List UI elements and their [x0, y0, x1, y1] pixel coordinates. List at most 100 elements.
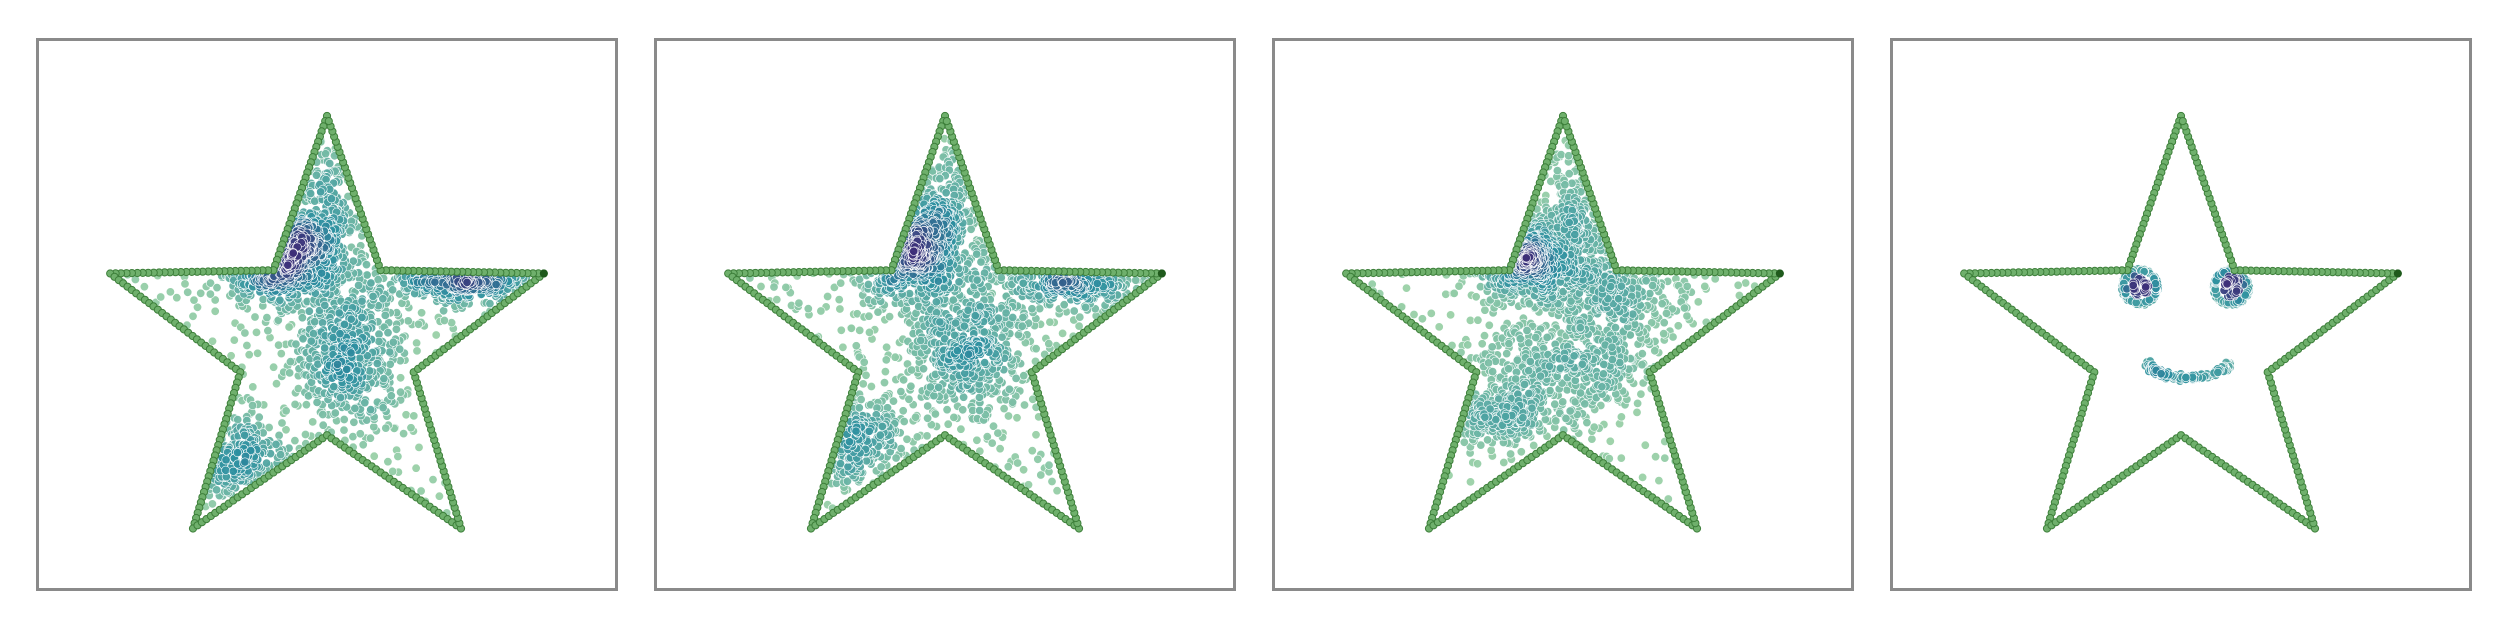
scatter-point [345, 226, 355, 236]
scatter-point [339, 425, 349, 435]
scatter-point [226, 351, 236, 361]
scatter-point [350, 403, 360, 413]
scatter-point [275, 295, 285, 305]
scatter-point [1013, 458, 1023, 468]
scatter-point [859, 357, 869, 367]
scatter-point [369, 422, 379, 432]
scatter-point [834, 295, 844, 305]
scatter-point [336, 393, 346, 403]
scatter-point [286, 357, 296, 367]
scatter-point [1045, 317, 1055, 327]
scatter-point [366, 278, 376, 288]
scatter-point [972, 435, 982, 445]
scatter-point [838, 342, 848, 352]
scatter-point [918, 364, 928, 374]
scatter-point [907, 365, 917, 375]
scatter-point [863, 280, 873, 290]
scatter-point [366, 405, 376, 415]
scatter-point [210, 306, 220, 316]
scatter-point [409, 411, 419, 421]
scatter-point [298, 334, 308, 344]
scatter-point [306, 336, 316, 346]
scatter-point [417, 308, 427, 318]
scatter-point [317, 268, 327, 278]
scatter-point [851, 426, 861, 436]
scatter-point [242, 340, 252, 350]
scatter-point [329, 382, 339, 392]
scatter-point [979, 327, 989, 337]
scatter-point [240, 430, 250, 440]
scatter-point [379, 374, 389, 384]
scatter-point [334, 308, 344, 318]
scatter-point [906, 381, 916, 391]
scatter-point [902, 434, 912, 444]
scatter-point [399, 429, 409, 439]
scatter-point [996, 273, 1006, 283]
scatter-point [881, 355, 891, 365]
scatter-point [360, 398, 370, 408]
scatter-point [165, 287, 175, 297]
chart-panel-1 [36, 38, 618, 591]
scatter-point [1011, 373, 1021, 383]
scatter-point [354, 280, 364, 290]
scatter-point [233, 448, 243, 458]
scatter-point [431, 330, 441, 340]
scatter-point [1004, 384, 1014, 394]
scatter-point [1019, 400, 1029, 410]
scatter-point [873, 307, 883, 317]
outline-end-point [539, 269, 548, 278]
scatter-point [959, 321, 969, 331]
scatter-point [958, 405, 968, 415]
density-points [744, 134, 1159, 513]
scatter-point [982, 432, 992, 442]
scatter-point [1027, 446, 1037, 456]
scatter-point [342, 364, 352, 374]
scatter-point [912, 432, 922, 442]
scatter-point [320, 343, 330, 353]
scatter-point [318, 409, 328, 419]
scatter-point [263, 326, 273, 336]
scatter-point [1008, 397, 1018, 407]
scatter-point [956, 424, 966, 434]
scatter-point [355, 429, 365, 439]
scatter-point [999, 404, 1009, 414]
scatter-point [321, 149, 331, 159]
scatter-point [229, 335, 239, 345]
scatter-point [940, 334, 950, 344]
scatter-point [864, 426, 874, 436]
density-points [117, 136, 542, 518]
scatter-point [877, 421, 887, 431]
scatter-point [1012, 413, 1022, 423]
scatter-point [233, 415, 243, 425]
scatter-point [290, 436, 300, 446]
scatter-point [221, 455, 231, 465]
scatter-point [304, 306, 314, 316]
scatter-point [899, 375, 909, 385]
scatter-point [756, 282, 766, 292]
scatter-point [346, 314, 356, 324]
scatter-point [875, 430, 885, 440]
scatter-point [941, 188, 951, 198]
scatter-point [899, 416, 909, 426]
scatter-point [383, 457, 393, 467]
scatter-point [803, 304, 813, 314]
scatter-point [966, 224, 976, 234]
scatter-point [339, 414, 349, 424]
scatter-point [882, 342, 892, 352]
scatter-point [942, 405, 952, 415]
scatter-point [781, 282, 791, 292]
scatter-point [975, 405, 985, 415]
outline-point [324, 117, 333, 126]
scatter-point [193, 302, 203, 312]
scatter-point [439, 315, 449, 325]
scatter-point [308, 417, 318, 427]
scatter-point [252, 327, 262, 337]
scatter-point [244, 350, 254, 360]
scatter-point [276, 349, 286, 359]
scatter-point [381, 423, 391, 433]
scatter-point [240, 457, 250, 467]
scatter-point [335, 329, 345, 339]
scatter-point [248, 382, 258, 392]
scatter-point [930, 409, 940, 419]
scatter-point [372, 358, 382, 368]
